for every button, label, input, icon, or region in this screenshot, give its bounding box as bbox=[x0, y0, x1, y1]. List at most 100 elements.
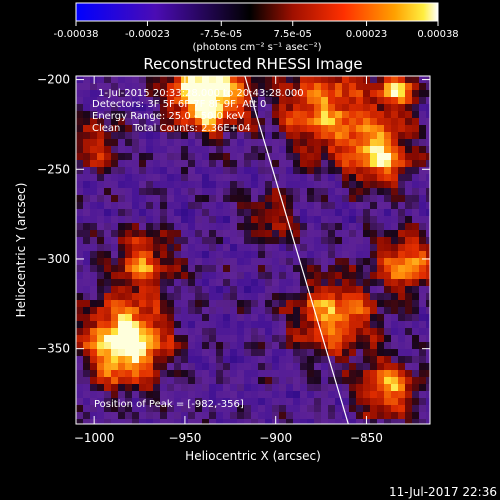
heatmap-cell bbox=[230, 167, 238, 175]
heatmap-cell bbox=[258, 181, 266, 189]
heatmap-cell bbox=[251, 391, 259, 399]
heatmap-cell bbox=[349, 125, 357, 133]
heatmap-cell bbox=[356, 398, 364, 406]
heatmap-cell bbox=[300, 363, 308, 371]
heatmap-cell bbox=[258, 412, 266, 420]
heatmap-cell bbox=[335, 314, 343, 322]
heatmap-cell bbox=[188, 419, 196, 424]
heatmap-cell bbox=[405, 349, 413, 357]
heatmap-cell bbox=[307, 335, 315, 343]
heatmap-cell bbox=[426, 412, 430, 420]
heatmap-cell bbox=[209, 391, 217, 399]
heatmap-cell bbox=[363, 356, 371, 364]
heatmap-cell bbox=[251, 174, 259, 182]
heatmap-cell bbox=[202, 132, 210, 140]
heatmap-cell bbox=[279, 209, 287, 217]
heatmap-cell bbox=[405, 223, 413, 231]
heatmap-cell bbox=[118, 251, 126, 259]
heatmap-cell bbox=[237, 377, 245, 385]
heatmap-cell bbox=[328, 419, 336, 424]
heatmap-cell bbox=[251, 160, 259, 168]
heatmap-cell bbox=[405, 97, 413, 105]
heatmap-cell bbox=[419, 251, 427, 259]
colorbar-tick-label: 0.00038 bbox=[417, 29, 458, 40]
heatmap-cell bbox=[279, 300, 287, 308]
heatmap-cell bbox=[279, 188, 287, 196]
heatmap-cell bbox=[356, 251, 364, 259]
heatmap-cell bbox=[104, 342, 112, 350]
heatmap-cell bbox=[286, 90, 294, 98]
heatmap-cell bbox=[160, 97, 168, 105]
heatmap-cell bbox=[384, 412, 392, 420]
heatmap-cell bbox=[76, 405, 84, 413]
heatmap-cell bbox=[335, 356, 343, 364]
heatmap-cell bbox=[209, 265, 217, 273]
heatmap-cell bbox=[314, 300, 322, 308]
heatmap-cell bbox=[419, 349, 427, 357]
heatmap-cell bbox=[167, 97, 175, 105]
heatmap-cell bbox=[293, 279, 301, 287]
heatmap-cell bbox=[307, 419, 315, 424]
heatmap-cell bbox=[195, 258, 203, 266]
heatmap-cell bbox=[258, 167, 266, 175]
heatmap-cell bbox=[160, 377, 168, 385]
heatmap-cell bbox=[412, 405, 420, 413]
heatmap-cell bbox=[104, 349, 112, 357]
heatmap-cell bbox=[195, 160, 203, 168]
heatmap-cell bbox=[286, 405, 294, 413]
heatmap-cell bbox=[272, 195, 280, 203]
heatmap-cell bbox=[139, 370, 147, 378]
heatmap-cell bbox=[209, 412, 217, 420]
heatmap-cell bbox=[398, 139, 406, 147]
heatmap-cell bbox=[398, 370, 406, 378]
heatmap-cell bbox=[146, 370, 154, 378]
heatmap-cell bbox=[405, 251, 413, 259]
heatmap-cell bbox=[118, 405, 126, 413]
heatmap-cell bbox=[363, 174, 371, 182]
heatmap-cell bbox=[335, 258, 343, 266]
heatmap-cell bbox=[398, 349, 406, 357]
heatmap-cell bbox=[314, 293, 322, 301]
heatmap-cell bbox=[412, 349, 420, 357]
heatmap-cell bbox=[258, 377, 266, 385]
heatmap-cell bbox=[209, 279, 217, 287]
heatmap-cell bbox=[328, 279, 336, 287]
heatmap-cell bbox=[258, 132, 266, 140]
heatmap-cell bbox=[307, 146, 315, 154]
heatmap-cell bbox=[216, 146, 224, 154]
chart-title: Reconstructed RHESSI Image bbox=[143, 55, 362, 73]
heatmap-cell bbox=[209, 300, 217, 308]
heatmap-cell bbox=[300, 251, 308, 259]
heatmap-cell bbox=[384, 258, 392, 266]
heatmap-cell bbox=[307, 265, 315, 273]
heatmap-cell bbox=[356, 272, 364, 280]
heatmap-cell bbox=[342, 111, 350, 119]
heatmap-cell bbox=[195, 272, 203, 280]
heatmap-cell bbox=[363, 195, 371, 203]
heatmap-cell bbox=[314, 398, 322, 406]
heatmap-cell bbox=[174, 356, 182, 364]
heatmap-cell bbox=[195, 321, 203, 329]
heatmap-cell bbox=[419, 314, 427, 322]
heatmap-cell bbox=[328, 286, 336, 294]
heatmap-cell bbox=[139, 398, 147, 406]
heatmap-cell bbox=[349, 202, 357, 210]
heatmap-cell bbox=[398, 195, 406, 203]
heatmap-cell bbox=[391, 195, 399, 203]
heatmap-cell bbox=[132, 223, 140, 231]
heatmap-cell bbox=[146, 349, 154, 357]
heatmap-cell bbox=[251, 384, 259, 392]
heatmap-cell bbox=[202, 139, 210, 147]
heatmap-cell bbox=[181, 202, 189, 210]
heatmap-cell bbox=[419, 258, 427, 266]
heatmap-cell bbox=[356, 279, 364, 287]
heatmap-cell bbox=[349, 230, 357, 238]
heatmap-cell bbox=[188, 412, 196, 420]
heatmap-cell bbox=[188, 370, 196, 378]
heatmap-cell bbox=[153, 111, 161, 119]
heatmap-cell bbox=[153, 181, 161, 189]
heatmap-cell bbox=[209, 237, 217, 245]
heatmap-cell bbox=[97, 230, 105, 238]
heatmap-cell bbox=[342, 384, 350, 392]
